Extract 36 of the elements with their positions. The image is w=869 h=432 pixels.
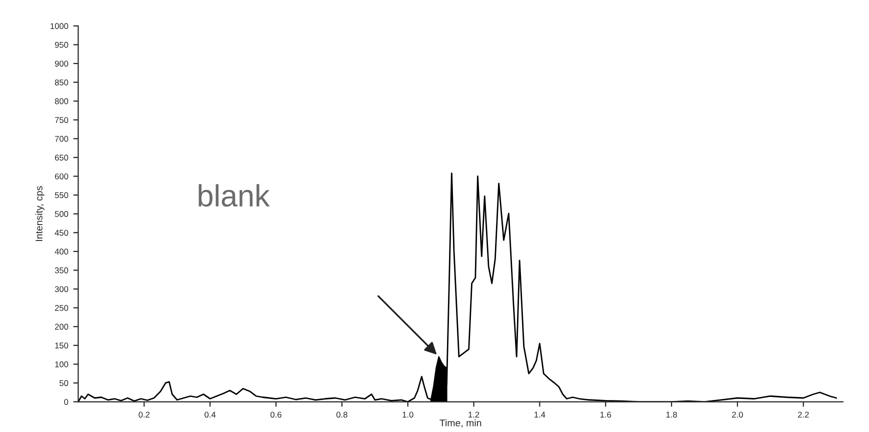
x-tick-label: 0.6 (270, 412, 282, 418)
y-tick-label: 550 (54, 192, 68, 198)
y-tick-label: 350 (54, 267, 68, 274)
x-tick-label: 1.4 (534, 412, 546, 418)
annotation: blank (198, 184, 270, 207)
y-tick-label: 650 (55, 154, 68, 161)
y-tick-label: 200 (55, 324, 68, 330)
x-tick-label: 2.2 (798, 412, 809, 418)
y-tick-label: 700 (55, 136, 68, 142)
y-tick-label: 450 (54, 230, 68, 236)
y-tick-label: 900 (54, 60, 68, 67)
y-tick-label: 750 (55, 117, 68, 123)
y-axis-title: Intensity, cps (35, 186, 44, 241)
x-tick-label: 2.0 (732, 412, 743, 418)
y-tick-label: 150 (55, 342, 68, 348)
x-tick-label: 1.0 (402, 412, 414, 418)
y-tick-label: 500 (54, 211, 68, 217)
x-tick-label: 0.4 (204, 412, 216, 418)
y-tick-label: 800 (54, 98, 68, 104)
y-tick-label: 600 (55, 173, 68, 180)
x-tick-label: 1.2 (468, 412, 480, 418)
line-series (78, 172, 838, 402)
y-tick-label: 300 (54, 286, 68, 292)
x-tick-label: 0.8 (336, 412, 348, 418)
y-tick-label: 1000 (50, 23, 68, 30)
y-tick-label: 400 (54, 248, 68, 255)
x-axis-title: Time, min (440, 419, 482, 428)
x-tick-label: 1.8 (666, 412, 677, 418)
y-tick-label: 850 (54, 79, 68, 86)
y-tick-label: 0 (64, 398, 68, 405)
y-tick-label: 100 (55, 361, 68, 368)
x-tick-label: 1.6 (600, 412, 612, 418)
x-tick-label: 0.2 (138, 412, 150, 418)
y-tick-label: 950 (54, 42, 68, 48)
y-tick-label: 50 (60, 380, 68, 386)
y-tick-label: 250 (55, 305, 68, 311)
